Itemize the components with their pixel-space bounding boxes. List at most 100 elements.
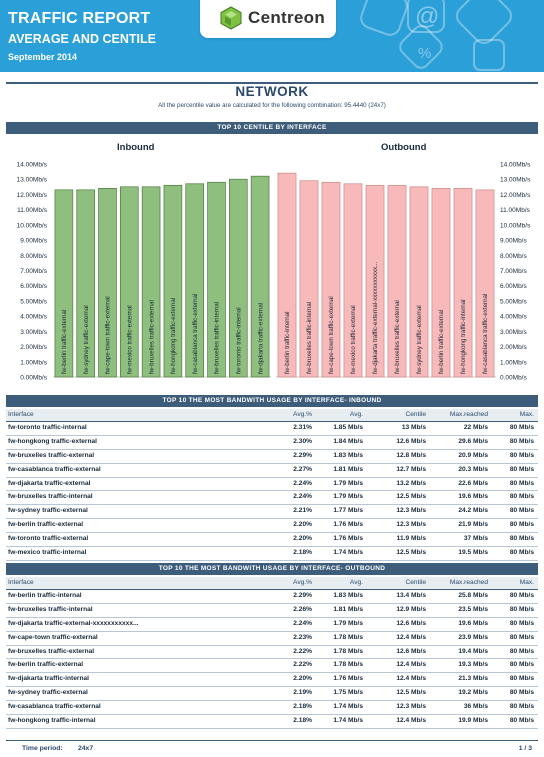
report-title: TRAFFIC REPORT <box>8 10 150 28</box>
column-label: Centile <box>405 577 426 589</box>
outbound-y-tick-label: 7.00Mb/s <box>500 268 527 275</box>
centile-bar-charts: 0.00Mb/s1.00Mb/s2.00Mb/s3.00Mb/s4.00Mb/s… <box>0 152 544 392</box>
inbound-y-tick-label: 11.00Mb/s <box>17 207 48 214</box>
table-cell: 12.6 Mb/s <box>396 436 426 449</box>
inbound-y-tick-label: 4.00Mb/s <box>20 314 47 321</box>
table-cell: 2.24% <box>293 618 312 631</box>
table-cell: fw-bruxelles traffic-internal <box>8 491 93 504</box>
table-cell: 2.20% <box>293 673 312 686</box>
outbound-bar-label: fw-berlin traffic-external <box>438 310 445 374</box>
table-cell: 80 Mb/s <box>510 491 534 504</box>
report-banner: @ % TRAFFIC REPORT AVERAGE AND CENTILE S… <box>0 0 544 72</box>
outbound-bar-label: fw-djakarta traffic-external-xxxxxxxxxxx… <box>372 261 379 374</box>
page-number: 1 / 3 <box>519 745 532 752</box>
inbound-y-tick-label: 5.00Mb/s <box>20 298 47 305</box>
column-label: Avg. <box>350 409 363 421</box>
outbound-table: Interface Avg.% Avg. Centile Max.reached Max.… <box>6 577 538 729</box>
report-date: September 2014 <box>8 52 77 62</box>
table-cell: 1.77 Mb/s <box>333 505 363 518</box>
column-label: Max. <box>520 577 534 589</box>
table-cell: 80 Mb/s <box>510 450 534 463</box>
table-cell: 80 Mb/s <box>510 464 534 477</box>
table-cell: 1.74 Mb/s <box>333 547 363 560</box>
outbound-bar-label: fw-sydney traffic-external <box>416 305 423 374</box>
inbound-y-tick-label: 9.00Mb/s <box>20 238 47 245</box>
table-row: fw-bruxelles traffic-internal 2.26% 1.81 M… <box>6 604 538 618</box>
table-row: fw-berlin traffic-internal 2.29% 1.83 Mb/s… <box>6 590 538 604</box>
table-cell: 80 Mb/s <box>510 436 534 449</box>
table-cell: 1.85 Mb/s <box>333 422 363 435</box>
table-row: fw-cape-town traffic-external 2.23% 1.78 M… <box>6 632 538 646</box>
table-row: fw-berlin traffic-external 2.20% 1.76 Mb/s… <box>6 519 538 533</box>
table-cell: 19.2 Mb/s <box>458 687 488 700</box>
table-cell: 1.79 Mb/s <box>333 491 363 504</box>
table-cell: 12.6 Mb/s <box>396 618 426 631</box>
table-cell: 13.2 Mb/s <box>396 478 426 491</box>
table-cell: 19.9 Mb/s <box>458 715 488 728</box>
table-row: fw-sydney traffic-external 2.19% 1.75 Mb/s… <box>6 687 538 701</box>
table-row: fw-toronto traffic-internal 2.31% 1.85 Mb/… <box>6 422 538 436</box>
table-cell: 80 Mb/s <box>510 422 534 435</box>
table-cell: fw-toronto traffic-internal <box>8 422 87 435</box>
table-cell: 2.22% <box>293 646 312 659</box>
table-cell: 25.8 Mb/s <box>458 590 488 603</box>
table-row: fw-hongkong traffic-internal 2.18% 1.74 Mb… <box>6 715 538 729</box>
table-cell: 24.2 Mb/s <box>458 505 488 518</box>
centreon-logo-icon <box>220 6 242 30</box>
outbound-bar-label: fw-bruxelles traffic-internal <box>306 302 313 374</box>
table-row: fw-djakarta traffic-external-xxxxxxxxxxx… <box>6 618 538 632</box>
table-cell: 2.31% <box>293 422 312 435</box>
inbound-table-header: TOP 10 THE MOST BANDWITH USAGE BY INTERF… <box>6 395 538 407</box>
table-cell: 80 Mb/s <box>510 533 534 546</box>
table-cell: 80 Mb/s <box>510 618 534 631</box>
table-cell: fw-berlin traffic-external <box>8 659 83 672</box>
inbound-y-tick-label: 3.00Mb/s <box>20 329 47 336</box>
table-cell: 36 Mb/s <box>464 701 488 714</box>
section-note: All the percentile value are calculated … <box>0 102 544 109</box>
outbound-table-header: TOP 10 THE MOST BANDWITH USAGE BY INTERF… <box>6 563 538 575</box>
table-cell: 2.26% <box>293 604 312 617</box>
table-cell: 12.4 Mb/s <box>396 715 426 728</box>
table-cell: 12.3 Mb/s <box>396 701 426 714</box>
table-cell: 2.30% <box>293 436 312 449</box>
table-row: fw-toronto traffic-external 2.20% 1.76 Mb/… <box>6 533 538 547</box>
table-cell: fw-berlin traffic-internal <box>8 590 82 603</box>
table-cell: 19.4 Mb/s <box>458 646 488 659</box>
table-cell: 1.78 Mb/s <box>333 646 363 659</box>
column-label: Avg.% <box>293 409 312 421</box>
svg-text:@: @ <box>415 3 439 30</box>
table-row: fw-hongkong traffic-external 2.30% 1.84 Mb… <box>6 436 538 450</box>
table-cell: 1.79 Mb/s <box>333 478 363 491</box>
table-cell: 29.6 Mb/s <box>458 436 488 449</box>
table-cell: 11.9 Mb/s <box>397 533 426 546</box>
table-cell: 12.4 Mb/s <box>396 673 426 686</box>
inbound-bar-label: fw-bruxelles traffic-external <box>148 300 155 374</box>
table-cell: 1.83 Mb/s <box>333 590 363 603</box>
table-cell: 20.3 Mb/s <box>458 464 488 477</box>
table-cell: 13.4 Mb/s <box>396 590 426 603</box>
time-period-label: Time period: <box>22 745 63 752</box>
table-cell: 80 Mb/s <box>510 659 534 672</box>
table-cell: 80 Mb/s <box>510 478 534 491</box>
column-label: Max.reached <box>450 577 488 589</box>
table-row: fw-bruxelles traffic-external 2.29% 1.83 M… <box>6 450 538 464</box>
table-row: fw-mexico traffic-internal 2.18% 1.74 Mb/s… <box>6 547 538 561</box>
table-cell: 1.74 Mb/s <box>333 715 363 728</box>
column-label: Avg. <box>350 577 363 589</box>
outbound-y-tick-label: 10.00Mb/s <box>500 222 531 229</box>
outbound-y-tick-label: 14.00Mb/s <box>500 162 531 169</box>
table-cell: 1.78 Mb/s <box>333 659 363 672</box>
table-cell: 12.8 Mb/s <box>396 450 426 463</box>
table-cell: 80 Mb/s <box>510 701 534 714</box>
inbound-y-tick-label: 10.00Mb/s <box>17 222 48 229</box>
inbound-y-tick-label: 7.00Mb/s <box>20 268 47 275</box>
inbound-bar-label: fw-mexico traffic-external <box>127 305 134 374</box>
table-cell: 12.9 Mb/s <box>396 604 426 617</box>
inbound-bar-label: fw-sydney traffic-external <box>83 305 90 374</box>
table-cell: fw-mexico traffic-internal <box>8 547 86 560</box>
table-cell: fw-sydney traffic-external <box>8 505 88 518</box>
table-cell: 12.3 Mb/s <box>396 505 426 518</box>
table-cell: fw-toronto traffic-external <box>8 533 88 546</box>
table-cell: 13 Mb/s <box>402 422 426 435</box>
table-cell: 1.76 Mb/s <box>333 533 363 546</box>
